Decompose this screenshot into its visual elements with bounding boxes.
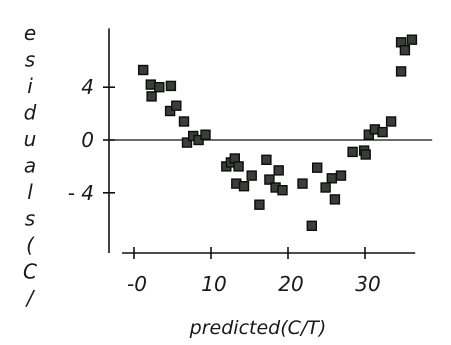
data-point: [238, 180, 250, 192]
x-tick-label: 20: [278, 272, 303, 296]
data-point: [406, 34, 418, 45]
y-tick-label: - 4: [68, 181, 94, 205]
x-tick-label: 10: [201, 272, 226, 296]
data-point: [395, 66, 407, 77]
data-point: [297, 178, 308, 189]
data-point: [261, 154, 272, 166]
y-tick-label: 0: [81, 128, 94, 152]
data-point: [193, 134, 204, 146]
data-point: [385, 116, 397, 127]
data-point: [178, 116, 190, 127]
data-point: [335, 170, 347, 181]
x-axis: -0 10 20 30: [122, 247, 416, 296]
data-point: [277, 184, 288, 196]
data-point: [312, 162, 323, 173]
data-point: [145, 79, 157, 90]
data-point: [164, 105, 176, 117]
x-tick-label: -0: [127, 272, 147, 296]
y-axis-label-char: l: [27, 180, 33, 204]
data-points: [137, 34, 418, 232]
data-point: [320, 182, 331, 193]
data-point: [329, 194, 341, 205]
data-point: [254, 199, 265, 210]
data-point: [246, 170, 257, 181]
data-point: [326, 173, 337, 184]
data-point: [363, 129, 374, 140]
data-point: [200, 129, 211, 140]
data-point: [273, 165, 284, 176]
y-axis-label-char: /: [25, 286, 36, 310]
y-axis: 4 0 - 4: [68, 28, 115, 253]
data-point: [181, 137, 193, 148]
y-axis-label-char: C: [23, 260, 37, 284]
y-axis-label-char: e: [24, 21, 36, 45]
data-point: [347, 146, 358, 158]
y-axis-label-char: s: [25, 207, 35, 231]
data-point: [264, 174, 275, 185]
data-point: [233, 161, 244, 172]
data-point: [377, 126, 388, 138]
data-point: [171, 100, 182, 111]
y-axis-label-char: a: [24, 154, 36, 178]
data-point: [165, 80, 177, 92]
data-point: [146, 91, 157, 102]
y-axis-label-char: (: [26, 233, 35, 257]
data-point: [154, 81, 165, 93]
y-tick-label: 4: [81, 75, 94, 99]
data-point: [360, 149, 371, 160]
data-point: [399, 45, 411, 56]
data-point: [306, 220, 317, 232]
y-axis-label-char: d: [24, 101, 37, 125]
x-axis-label: predicted(C/T): [189, 317, 327, 339]
x-tick-label: 30: [355, 272, 380, 296]
y-axis-label-char: i: [27, 74, 33, 98]
data-point: [137, 64, 149, 76]
y-axis-label-char: u: [24, 127, 37, 151]
y-axis-label-char: s: [25, 48, 35, 72]
